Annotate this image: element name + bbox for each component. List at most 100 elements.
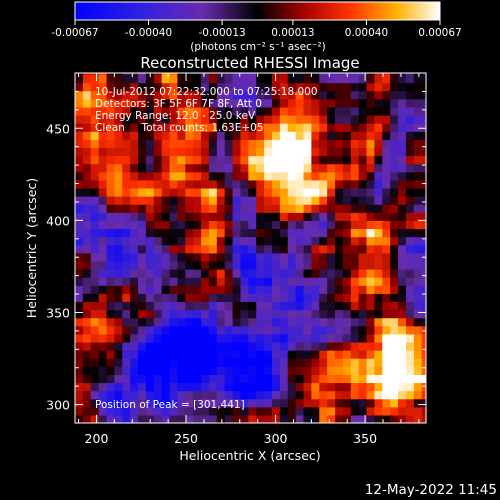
heatmap-cell xyxy=(342,260,352,270)
heatmap-cell xyxy=(279,390,289,400)
heatmap-cell xyxy=(413,171,423,181)
heatmap-cell xyxy=(279,131,289,140)
heatmap-cell xyxy=(106,309,115,319)
heatmap-cell xyxy=(342,90,352,100)
heatmap-cell xyxy=(311,204,320,213)
heatmap-cell xyxy=(287,358,297,367)
heatmap-cell xyxy=(382,252,391,262)
heatmap-cell xyxy=(75,82,84,92)
heatmap-cell xyxy=(240,269,249,278)
heatmap-cell xyxy=(256,252,265,262)
heatmap-cell xyxy=(264,269,273,278)
heatmap-cell xyxy=(256,187,265,197)
heatmap-cell xyxy=(382,74,391,84)
heatmap-cell xyxy=(82,390,92,400)
heatmap-cell xyxy=(193,414,202,423)
heatmap-cell xyxy=(374,277,383,286)
heatmap-cell xyxy=(421,106,426,116)
heatmap-cell xyxy=(342,220,352,230)
heatmap-cell xyxy=(342,82,352,92)
heatmap-cell xyxy=(350,73,360,76)
heatmap-cell xyxy=(169,228,179,238)
heatmap-cell xyxy=(358,115,368,124)
heatmap-cell xyxy=(295,220,305,230)
heatmap-cell xyxy=(358,285,368,294)
heatmap-cell xyxy=(130,309,139,319)
heatmap-cell xyxy=(240,212,249,221)
heatmap-cell xyxy=(232,90,242,100)
heatmap-cell xyxy=(232,269,242,278)
heatmap-cell xyxy=(374,358,383,367)
heatmap-cell xyxy=(138,269,147,278)
heatmap-cell xyxy=(342,179,352,189)
heatmap-cell xyxy=(177,171,186,181)
heatmap-cell xyxy=(413,147,423,157)
heatmap-cell xyxy=(98,171,108,181)
heatmap-cell xyxy=(82,317,92,327)
heatmap-cell xyxy=(335,106,344,116)
heatmap-cell xyxy=(256,260,265,270)
heatmap-cell xyxy=(358,374,368,384)
heatmap-cell xyxy=(208,220,218,230)
heatmap-cell xyxy=(145,155,155,165)
heatmap-cell xyxy=(90,73,100,76)
heatmap-cell xyxy=(264,366,273,375)
heatmap-cell xyxy=(382,155,391,165)
heatmap-cell xyxy=(208,374,218,384)
heatmap-cell xyxy=(193,333,202,343)
heatmap-cell xyxy=(327,73,336,76)
heatmap-cell xyxy=(421,293,426,303)
heatmap-cell xyxy=(398,277,407,286)
heatmap-cell xyxy=(342,244,352,254)
heatmap-cell xyxy=(421,333,426,343)
heatmap-cell xyxy=(122,293,131,303)
heatmap-cell xyxy=(413,123,423,132)
peak-position-label: Position of Peak = [301,441] xyxy=(95,399,245,411)
heatmap-cell xyxy=(98,90,108,100)
heatmap-cell xyxy=(201,212,210,221)
heatmap-cell xyxy=(106,244,115,254)
heatmap-cell xyxy=(295,382,305,392)
heatmap-cell xyxy=(350,106,360,116)
heatmap-cell xyxy=(311,73,320,76)
heatmap-cell xyxy=(303,131,312,140)
heatmap-cell xyxy=(122,73,131,76)
heatmap-cell xyxy=(311,325,320,335)
heatmap-cell xyxy=(177,406,186,416)
heatmap-cell xyxy=(279,196,289,205)
heatmap-cell xyxy=(287,406,297,416)
heatmap-cell xyxy=(398,98,407,108)
heatmap-cell xyxy=(240,406,249,416)
heatmap-cell xyxy=(413,366,423,375)
heatmap-cell xyxy=(232,163,242,173)
heatmap-cell xyxy=(106,398,115,408)
heatmap-cell xyxy=(122,98,131,108)
heatmap-cell xyxy=(169,390,179,400)
heatmap-cell xyxy=(145,269,155,278)
heatmap-cell xyxy=(358,106,368,116)
heatmap-cell xyxy=(138,131,147,140)
heatmap-cell xyxy=(208,293,218,303)
heatmap-cell xyxy=(382,317,391,327)
heatmap-cell xyxy=(311,147,320,157)
heatmap-cell xyxy=(248,382,257,392)
heatmap-cell xyxy=(161,123,171,132)
heatmap-cell xyxy=(390,406,399,416)
heatmap-cell xyxy=(90,285,100,294)
heatmap-cell xyxy=(335,414,344,423)
heatmap-cell xyxy=(287,366,297,375)
heatmap-cell xyxy=(161,244,171,254)
heatmap-cell xyxy=(366,139,376,149)
heatmap-cell xyxy=(177,285,186,294)
heatmap-cell xyxy=(311,366,320,375)
heatmap-cell xyxy=(232,309,242,319)
heatmap-cell xyxy=(114,374,123,384)
heatmap-cell xyxy=(256,73,265,76)
heatmap-cell xyxy=(256,179,265,189)
heatmap-cell xyxy=(405,414,415,423)
heatmap-cell xyxy=(405,382,415,392)
heatmap-cell xyxy=(398,204,407,213)
heatmap-cell xyxy=(327,293,336,303)
heatmap-cell xyxy=(161,285,171,294)
heatmap-cell xyxy=(398,187,407,197)
